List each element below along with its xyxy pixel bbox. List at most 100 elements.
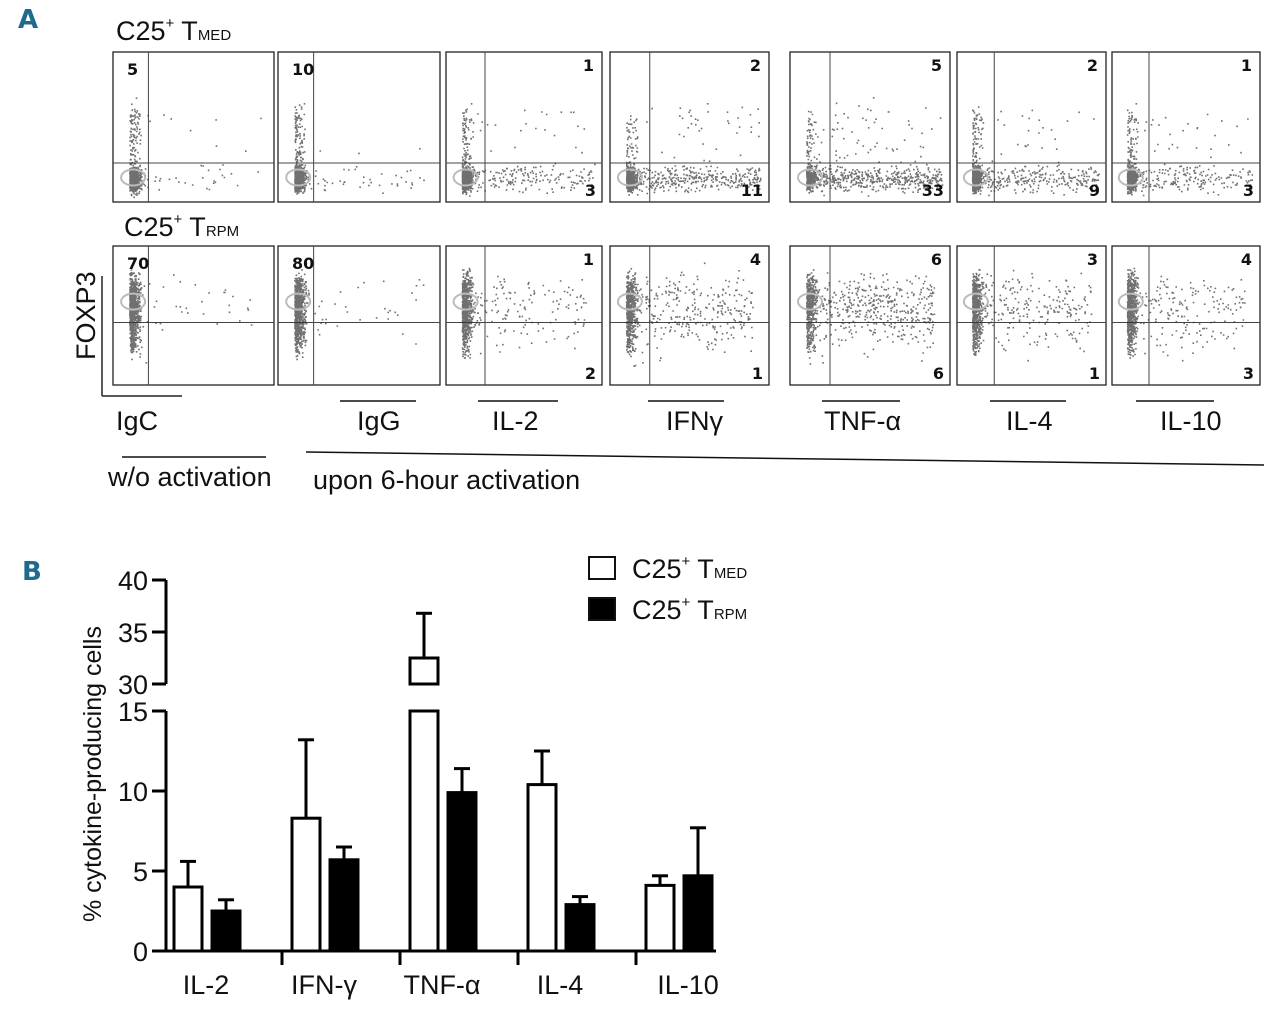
group-label-upon: upon 6-hour activation: [313, 465, 580, 495]
quadrant-value-top-left: 5: [127, 60, 138, 79]
quadrant-value-bottom-right: 3: [1243, 181, 1254, 200]
flow-events: [971, 106, 1100, 197]
density-center: [616, 168, 643, 187]
y-tick-label: 35: [118, 618, 148, 648]
y-tick-label: 30: [118, 670, 148, 700]
bar-group-4-0: [644, 874, 676, 953]
density-center: [1117, 292, 1144, 311]
stain-label-il10: IL-10: [1160, 406, 1222, 436]
flow-plot-tmed-il2: 13: [445, 51, 603, 203]
quadrant-value-top-right: 1: [583, 56, 594, 75]
quadrant-value-top-right: 2: [1087, 56, 1098, 75]
density-center: [285, 292, 312, 311]
quadrant-value-bottom-right: 1: [1089, 364, 1100, 383]
bar-group-0-1: [210, 898, 242, 953]
row-title-trpm: C25+ TRPM: [124, 211, 239, 242]
flow-plot-frame: [956, 245, 1107, 386]
bar-group-1-0: [290, 738, 322, 953]
flow-plot-frame: [277, 245, 441, 386]
density-center: [452, 168, 479, 187]
y-tick-label: 0: [133, 937, 148, 967]
quadrant-value-bottom-right: 3: [1243, 364, 1254, 383]
flow-events: [625, 262, 754, 367]
flow-plot-tmed-ifng: 2 11: [609, 51, 770, 203]
density-center: [797, 168, 823, 187]
quadrant-value-bottom-right: 33: [922, 181, 944, 200]
group-line-upon: [305, 451, 1265, 466]
quadrant-value-bottom-right: 3: [585, 181, 596, 200]
bar-group-2-1: [446, 767, 478, 953]
flow-plot-tmed-il4: 29: [956, 51, 1107, 203]
bar-group-4-1: [682, 826, 714, 953]
stain-label-ifng: IFNγ: [666, 406, 723, 436]
stain-label-igc: IgC: [116, 406, 158, 436]
bar: [408, 709, 440, 953]
stain-label-igg: IgG: [357, 406, 401, 436]
flow-plot-tmed-igg: 10: [277, 51, 441, 203]
flow-plot-frame: [1111, 245, 1261, 386]
flow-events: [294, 103, 425, 195]
panel-a-letter: A: [18, 5, 38, 35]
flow-plot-tmed-tnfa: 5 33: [789, 51, 951, 203]
stain-label-il4: IL-4: [1006, 406, 1053, 436]
x-tick-label: IL-2: [183, 970, 230, 1000]
flow-events: [1126, 103, 1254, 197]
quadrant-value-top-left: 80: [292, 254, 314, 273]
density-center: [616, 292, 643, 311]
flow-events: [806, 97, 944, 197]
foxp3-axis-label: FOXP3: [71, 271, 101, 360]
legend-swatch-trpm: [588, 597, 616, 621]
density-center: [120, 168, 147, 187]
x-tick-label: IL-10: [657, 970, 719, 1000]
flow-events: [294, 262, 425, 361]
stain-label-tnfa: TNF-α: [824, 406, 901, 436]
flow-plot-frame: [112, 51, 275, 203]
bar: [328, 858, 360, 953]
legend-label-tmed: C25+ TMED: [632, 553, 747, 584]
quadrant-value-bottom-right: 1: [752, 364, 763, 383]
panel-b-letter: B: [22, 557, 42, 587]
quadrant-value-top-left: 10: [292, 60, 314, 79]
quadrant-value-top-right: 4: [750, 250, 761, 269]
flow-plot-trpm-il10: 43: [1111, 245, 1261, 386]
bar-group-3-0: [526, 749, 558, 953]
flow-events: [806, 269, 936, 365]
flow-plot-trpm-ifng: 41: [609, 245, 770, 386]
flow-plot-trpm-igc: 70: [112, 245, 275, 386]
x-tick-label: IFN-γ: [291, 970, 357, 1000]
legend-label-trpm: C25+ TRPM: [632, 594, 747, 625]
quadrant-value-top-right: 4: [1241, 250, 1252, 269]
stain-labels: IgC IgG IL-2 IFNγ TNF-α IL-4 IL-10: [116, 400, 1222, 436]
quadrant-value-top-right: 3: [1087, 250, 1098, 269]
bar: [172, 885, 204, 953]
quadrant-value-bottom-right: 6: [933, 364, 944, 383]
quadrant-value-bottom-right: 11: [741, 181, 763, 200]
bar-upper-segment: [408, 656, 440, 686]
quadrant-value-top-left: 70: [127, 254, 149, 273]
quadrant-value-top-right: 6: [931, 250, 942, 269]
bar: [644, 883, 676, 953]
bar-group-1-1: [328, 845, 360, 953]
flow-events: [625, 103, 762, 196]
density-center: [120, 292, 147, 311]
flow-plot-frame: [609, 245, 770, 386]
y-tick-label: 15: [118, 697, 148, 727]
legend-swatch-tmed: [588, 556, 616, 580]
quadrant-value-bottom-right: 9: [1089, 181, 1100, 200]
density-center: [285, 168, 312, 187]
bar-group-2-0: [408, 611, 440, 953]
legend: C25+ TMED C25+ TRPM: [588, 553, 747, 625]
flow-plot-trpm-il4: 31: [956, 245, 1107, 386]
y-axis-label: % cytokine-producing cells: [79, 626, 107, 922]
group-label-without: w/o activation: [107, 462, 272, 492]
bar-group-3-1: [564, 895, 596, 953]
bar: [446, 791, 478, 953]
row-title-tmed: C25+ TMED: [116, 15, 231, 46]
density-center: [452, 292, 479, 311]
flow-plot-trpm-il2: 12: [445, 245, 603, 386]
density-center: [962, 292, 989, 311]
quadrant-value-top-right: 1: [583, 250, 594, 269]
flow-plot-trpm-tnfa: 66: [789, 245, 951, 386]
